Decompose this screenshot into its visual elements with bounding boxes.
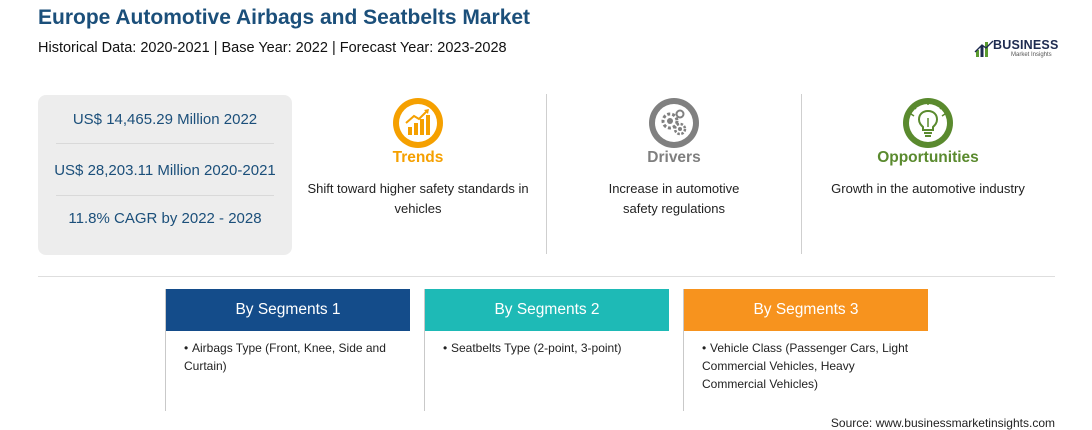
logo-tagline: Market Insights (1011, 52, 1052, 58)
segment-item: Vehicle Class (Passenger Cars, Light Com… (702, 341, 909, 391)
gears-icon (649, 98, 699, 148)
feature-description: Shift toward higher safety standards in … (307, 181, 529, 216)
column-divider (801, 94, 802, 254)
feature-trends: Trends Shift toward higher safety standa… (302, 96, 534, 246)
feature-description: Increase in automotive safety regulation… (608, 181, 740, 216)
feature-description: Growth in the automotive industry (831, 181, 1025, 196)
company-logo: BUSINESS Market Insights (973, 36, 1063, 62)
segment-item: Airbags Type (Front, Knee, Side and Curt… (184, 341, 386, 373)
feature-title: Opportunities (877, 149, 979, 166)
bullet-icon: • (443, 341, 448, 355)
stat-cagr: 11.8% CAGR by 2022 - 2028 (68, 210, 262, 227)
segment-card-1: By Segments 1 • Airbags Type (Front, Knee… (165, 289, 410, 411)
logo-wordmark: BUSINESS (993, 38, 1059, 52)
page-title: Europe Automotive Airbags and Seatbelts … (38, 6, 531, 29)
segment-header: By Segments 1 (166, 289, 410, 331)
feature-drivers: Drivers Increase in automotive safety re… (558, 96, 790, 246)
segment-card-3: By Segments 3 • Vehicle Class (Passenger … (683, 289, 928, 411)
page-subtitle: Historical Data: 2020-2021 | Base Year: … (38, 40, 507, 56)
segment-header: By Segments 3 (684, 289, 928, 331)
lightbulb-icon (903, 98, 953, 148)
bullet-icon: • (702, 341, 707, 355)
segment-body: • Seatbelts Type (2-point, 3-point) (425, 331, 669, 357)
segment-header: By Segments 2 (425, 289, 669, 331)
segment-body: • Airbags Type (Front, Knee, Side and Cur… (166, 331, 410, 375)
growth-chart-icon (393, 98, 443, 148)
bullet-icon: • (184, 341, 189, 355)
section-divider (38, 276, 1055, 277)
feature-opportunities: Opportunities Growth in the automotive i… (812, 96, 1044, 246)
segment-card-2: By Segments 2 • Seatbelts Type (2-point, … (424, 289, 669, 411)
feature-title: Trends (392, 149, 444, 166)
market-stats-panel: US$ 14,465.29 Million 2022 US$ 28,203.11… (38, 95, 292, 255)
segment-item: Seatbelts Type (2-point, 3-point) (451, 341, 622, 355)
stat-divider (56, 143, 274, 144)
stat-market-size-2022: US$ 14,465.29 Million 2022 (72, 111, 258, 128)
stat-market-size-historical: US$ 28,203.11 Million 2020-2021 (54, 162, 276, 179)
segment-body: • Vehicle Class (Passenger Cars, Light Co… (684, 331, 928, 393)
feature-title: Drivers (647, 149, 701, 166)
stat-divider (56, 195, 274, 196)
source-note: Source: www.businessmarketinsights.com (830, 416, 1055, 430)
column-divider (546, 94, 547, 254)
logo-mark-icon (974, 40, 994, 57)
